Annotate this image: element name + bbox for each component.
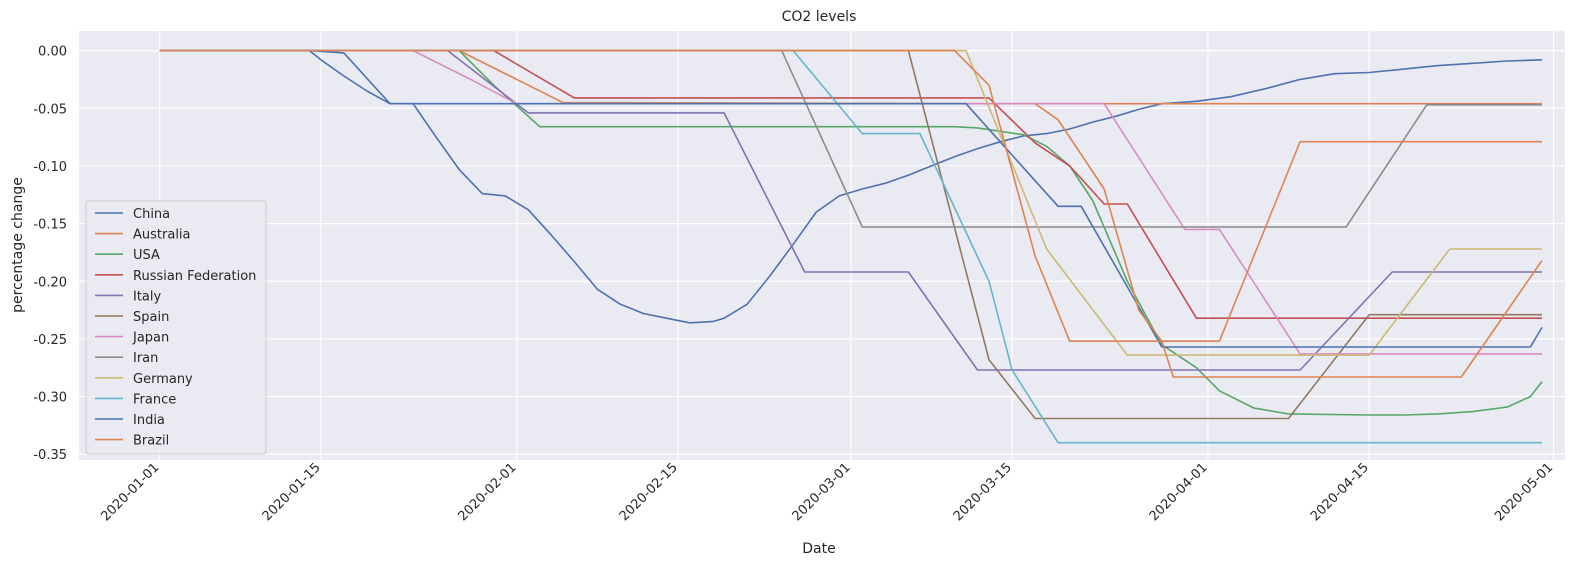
series-line-italy <box>159 49 1542 371</box>
legend-label: Italy <box>133 289 162 304</box>
y-tick-label: -0.30 <box>33 391 67 406</box>
series-line-germany <box>159 49 1542 356</box>
legend-label: Germany <box>133 372 193 387</box>
legend: China Australia USA Russian Federation Italy… <box>85 200 267 455</box>
legend-label: Russian Federation <box>133 269 256 284</box>
legend-label: China <box>133 207 170 222</box>
x-tick-label: 2020-01-01 <box>98 460 162 524</box>
legend-label: India <box>133 413 165 428</box>
x-tick-label: 2020-03-15 <box>951 460 1015 524</box>
legend-label: USA <box>133 248 160 263</box>
y-tick-label: -0.20 <box>33 275 67 290</box>
x-tick-label: 2020-03-01 <box>790 460 854 524</box>
legend-label: Spain <box>133 310 169 325</box>
series-line-china <box>159 49 1543 324</box>
y-tick-label: -0.15 <box>33 218 67 233</box>
series-lines <box>159 49 1543 444</box>
y-tick-label: -0.35 <box>33 448 67 463</box>
y-tick-label: 0.00 <box>38 45 67 60</box>
legend-label: Japan <box>132 331 169 346</box>
series-line-france <box>159 49 1542 444</box>
legend-label: Australia <box>133 228 191 243</box>
x-tick-labels: 2020-01-01 2020-01-15 2020-02-01 2020-02-15… <box>98 460 1556 524</box>
plot-background <box>79 31 1565 460</box>
x-tick-label: 2020-05-01 <box>1492 460 1556 524</box>
y-tick-labels: 0.00 -0.05 -0.10 -0.15 -0.20 -0.25 -0.30 -0.35 <box>33 45 67 464</box>
series-line-russian-federation <box>159 49 1542 319</box>
y-axis-label: percentage change <box>10 177 26 313</box>
legend-frame <box>85 200 267 455</box>
x-tick-label: 2020-04-01 <box>1147 460 1211 524</box>
series-line-brazil <box>159 49 1543 378</box>
series-line-unlabeled <box>1034 103 1542 342</box>
legend-label: France <box>133 392 176 407</box>
chart-title: CO2 levels <box>782 9 857 25</box>
y-tick-label: -0.10 <box>33 160 67 175</box>
legend-label: Iran <box>133 351 158 366</box>
x-tick-label: 2020-01-15 <box>260 460 324 524</box>
legend-label: Brazil <box>133 434 169 449</box>
series-line-india <box>159 49 1543 348</box>
y-tick-label: -0.05 <box>33 102 67 117</box>
y-tick-label: -0.25 <box>33 333 67 348</box>
x-tick-label: 2020-04-15 <box>1308 460 1372 524</box>
x-tick-label: 2020-02-15 <box>617 460 681 524</box>
x-axis-label: Date <box>802 541 835 557</box>
x-tick-label: 2020-02-01 <box>456 460 520 524</box>
